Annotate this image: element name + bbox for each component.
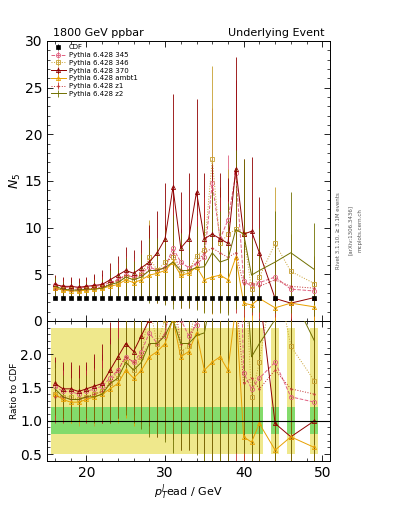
- Legend: CDF, Pythia 6.428 345, Pythia 6.428 346, Pythia 6.428 370, Pythia 6.428 ambt1, P: CDF, Pythia 6.428 345, Pythia 6.428 346,…: [49, 43, 139, 98]
- Text: [arXiv:1306.3436]: [arXiv:1306.3436]: [348, 205, 353, 255]
- Text: mcplots.cern.ch: mcplots.cern.ch: [358, 208, 363, 252]
- Text: 1800 GeV ppbar: 1800 GeV ppbar: [53, 28, 143, 38]
- Y-axis label: Ratio to CDF: Ratio to CDF: [10, 362, 19, 419]
- Y-axis label: $N_5$: $N_5$: [8, 173, 23, 189]
- Text: Underlying Event: Underlying Event: [228, 28, 325, 38]
- Text: Rivet 3.1.10, ≥ 3.1M events: Rivet 3.1.10, ≥ 3.1M events: [336, 192, 341, 269]
- X-axis label: $p_T^{l}$ead / GeV: $p_T^{l}$ead / GeV: [154, 482, 223, 502]
